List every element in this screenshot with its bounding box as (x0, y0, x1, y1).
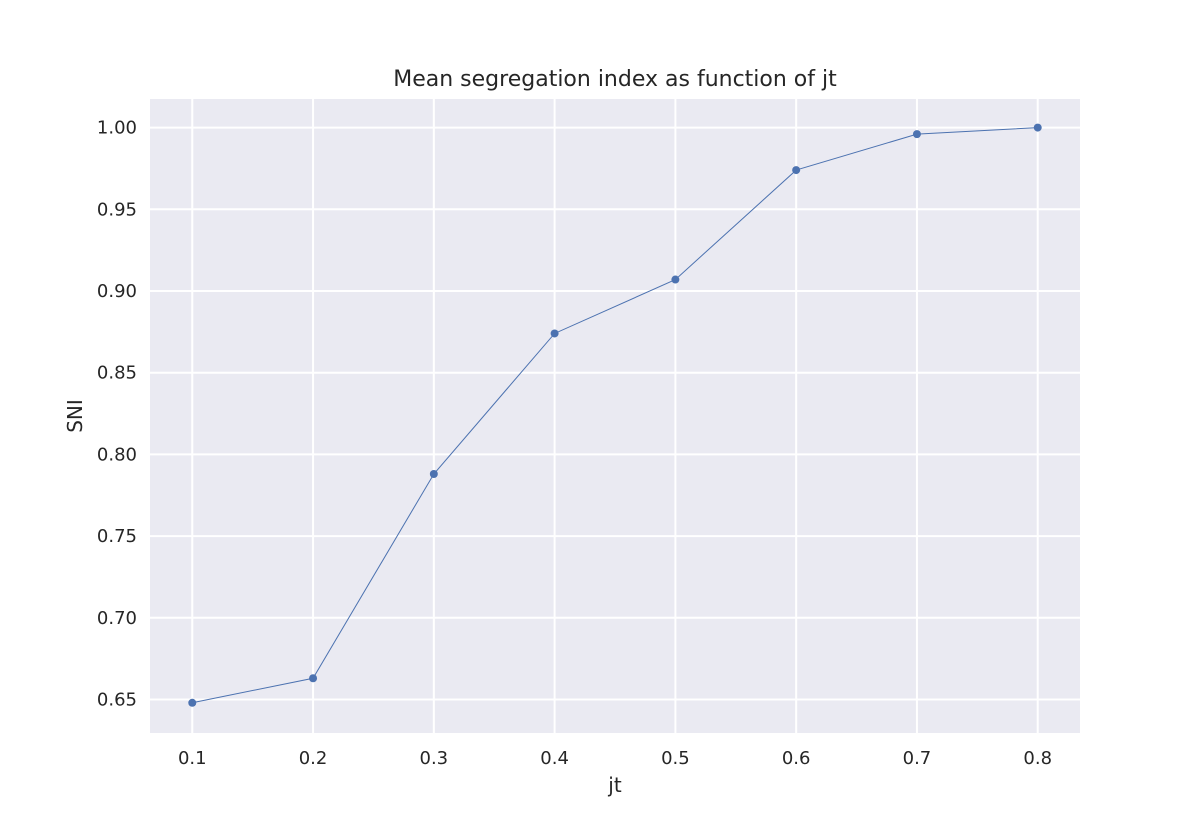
data-point (550, 329, 559, 338)
y-tick-label: 0.85 (97, 363, 137, 384)
x-tick-label: 0.8 (1023, 748, 1052, 769)
x-tick-label: 0.5 (661, 748, 690, 769)
y-tick-label: 0.90 (97, 281, 137, 302)
y-axis-label: SNI (63, 399, 87, 433)
y-tick-label: 0.65 (97, 690, 137, 711)
x-tick-label: 0.1 (178, 748, 207, 769)
x-tick-labels: 0.1 0.2 0.3 0.4 0.5 0.6 0.7 0.8 (178, 748, 1052, 769)
series-group (188, 123, 1042, 707)
data-point (792, 166, 801, 175)
x-axis-label: jt (607, 773, 622, 797)
x-tick-label: 0.6 (782, 748, 811, 769)
data-point (429, 470, 438, 479)
y-tick-label: 1.00 (97, 118, 137, 139)
x-tick-label: 0.4 (540, 748, 569, 769)
x-tick-label: 0.2 (299, 748, 328, 769)
data-point (309, 674, 318, 683)
series-line (192, 127, 1038, 704)
x-tick-label: 0.3 (420, 748, 449, 769)
plot-area (150, 99, 1080, 733)
y-tick-label: 0.70 (97, 608, 137, 629)
x-tick-label: 0.7 (903, 748, 932, 769)
data-point (912, 130, 921, 139)
y-tick-label: 0.80 (97, 444, 137, 465)
y-tick-label: 0.95 (97, 199, 137, 220)
y-tick-label: 0.75 (97, 526, 137, 547)
data-point (188, 698, 197, 707)
data-point (1033, 123, 1042, 132)
y-tick-labels: 0.65 0.70 0.75 0.80 0.85 0.90 0.95 1.00 (97, 118, 137, 711)
chart-title: Mean segregation index as function of jt (393, 67, 837, 92)
data-point (671, 275, 680, 284)
grid (150, 99, 1080, 733)
